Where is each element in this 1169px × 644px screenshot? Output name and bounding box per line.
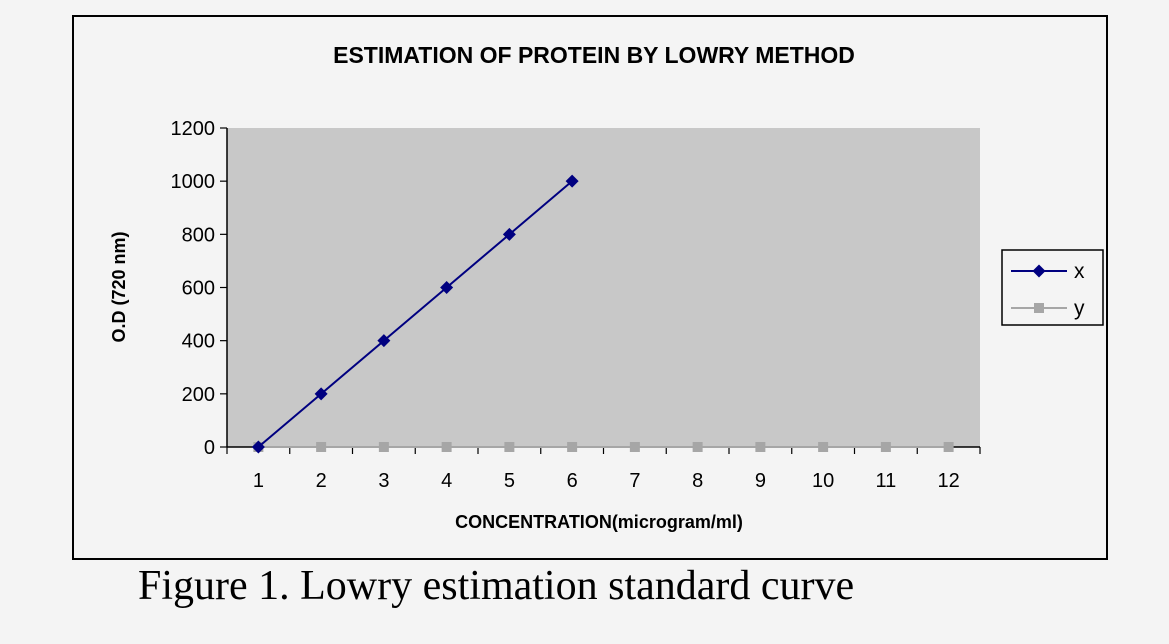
legend: xy xyxy=(1001,249,1104,326)
legend-box xyxy=(1001,249,1104,326)
figure-caption: Figure 1. Lowry estimation standard curv… xyxy=(138,563,855,609)
data-point-y xyxy=(818,442,829,452)
x-tick-label: 9 xyxy=(755,470,766,492)
data-point-y xyxy=(378,442,389,452)
data-point-y xyxy=(441,442,452,452)
x-axis: 1 2 3 4 5 6 7 8 9 10 11 12 xyxy=(226,446,981,492)
y-tick-label: 200 xyxy=(182,384,215,406)
x-axis-label: CONCENTRATION(microgram/ml) xyxy=(455,512,743,532)
data-point-y xyxy=(504,442,515,452)
legend-marker-x xyxy=(1032,264,1046,278)
x-tick-label: 11 xyxy=(875,470,896,492)
data-point-y xyxy=(880,442,891,452)
x-tick-label: 5 xyxy=(504,470,515,492)
data-point-x xyxy=(440,281,454,294)
legend-marker-y xyxy=(1034,303,1044,313)
x-tick-label: 7 xyxy=(629,470,640,492)
plot-area xyxy=(227,128,980,447)
y-axis-label: O.D (720 nm) xyxy=(109,231,129,342)
x-tick-label: 1 xyxy=(253,470,264,492)
chart-title: ESTIMATION OF PROTEIN BY LOWRY METHOD xyxy=(333,42,855,68)
data-point-x xyxy=(377,334,391,348)
x-tick-label: 12 xyxy=(938,470,960,492)
legend-label-y: y xyxy=(1074,297,1085,320)
y-tick-label: 600 xyxy=(182,278,215,300)
data-point-y xyxy=(629,442,640,452)
data-point-y xyxy=(692,442,703,452)
series-group xyxy=(251,174,954,454)
x-tick-label: 10 xyxy=(812,470,834,492)
y-tick-label: 800 xyxy=(182,224,215,246)
x-tick-label: 8 xyxy=(692,470,703,492)
data-point-y xyxy=(567,442,578,452)
legend-label-x: x xyxy=(1074,260,1085,283)
data-point-x xyxy=(251,440,265,454)
data-point-x xyxy=(565,174,579,188)
y-tick-label: 1200 xyxy=(171,118,216,140)
x-tick-label: 2 xyxy=(316,470,327,492)
data-point-y xyxy=(943,442,954,452)
y-tick-label: 1000 xyxy=(171,171,216,193)
x-tick-label: 4 xyxy=(441,470,452,492)
y-tick-label: 0 xyxy=(204,437,215,459)
data-point-x xyxy=(314,387,328,401)
series-line-x xyxy=(257,180,573,448)
data-point-x xyxy=(502,227,516,241)
data-point-y xyxy=(316,442,327,452)
y-tick-label: 400 xyxy=(182,331,215,353)
x-tick-label: 3 xyxy=(378,470,389,492)
y-axis: 0 200 400 600 800 1000 1200 xyxy=(171,118,228,459)
x-tick-label: 6 xyxy=(567,470,578,492)
data-point-y xyxy=(755,442,766,452)
